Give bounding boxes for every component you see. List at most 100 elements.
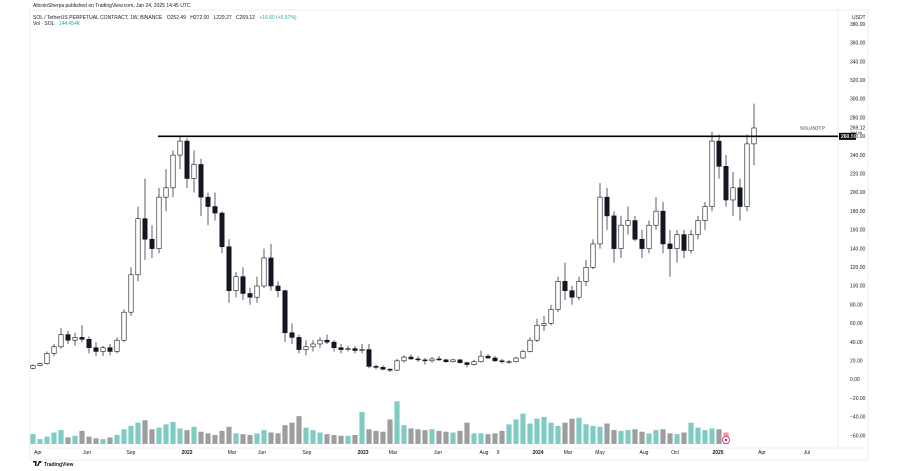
time-tick-label: 9: [497, 450, 500, 456]
price-tick-label: 220.00: [850, 172, 866, 178]
candle-body: [534, 324, 540, 341]
candle-body: [688, 234, 694, 251]
candles: [30, 103, 757, 373]
candle-body: [135, 218, 141, 276]
candle-body: [702, 206, 708, 221]
volume-bar: [373, 430, 379, 444]
time-tick-label: 2024: [532, 450, 543, 456]
volume-bar: [422, 430, 428, 444]
volume-bar: [352, 434, 358, 444]
candle-body: [527, 339, 533, 352]
candle-body: [646, 224, 652, 249]
candle-body: [247, 293, 253, 298]
symbol-title[interactable]: SOL / TetherUS PERPETUAL CONTRACT, 1W, B…: [33, 15, 163, 21]
candle-body: [226, 246, 232, 291]
candle-body: [198, 164, 204, 198]
candle-body: [499, 360, 505, 363]
volume-bar: [268, 432, 274, 444]
volume-bar: [170, 421, 176, 444]
candle-body: [345, 348, 351, 350]
candle-body: [254, 285, 260, 298]
volume-bar: [667, 433, 673, 444]
volume-bar: [121, 429, 127, 444]
price-tick-label: 120.00: [850, 265, 866, 271]
candle-body: [478, 355, 484, 363]
candle-body: [548, 309, 554, 324]
candle-body: [737, 187, 743, 207]
volume-header: Vol · SOL 144.454K: [33, 21, 83, 27]
time-tick-label: Jun: [83, 450, 91, 456]
candle-body: [324, 339, 330, 343]
volume-bar: [597, 426, 603, 444]
candle-body: [331, 341, 337, 349]
volume-bar: [660, 429, 666, 444]
candle-body: [268, 257, 274, 287]
candle-body: [65, 334, 71, 341]
candle-body: [44, 353, 50, 364]
candle-body: [359, 349, 365, 351]
last-price-label: 269.12: [850, 126, 866, 132]
candle-body: [611, 215, 617, 249]
volume-bar: [51, 432, 57, 444]
candle-body: [86, 338, 92, 349]
volume-bar: [429, 429, 435, 444]
candle-body: [128, 274, 134, 313]
candle-body: [310, 343, 316, 348]
volume-bar: [653, 430, 659, 444]
candle-body: [541, 323, 547, 326]
volume-bar: [58, 430, 64, 444]
candle-body: [233, 276, 239, 291]
time-tick-label: Mar: [389, 450, 398, 456]
volume-bar: [688, 422, 694, 444]
candle-body: [744, 143, 750, 207]
candle-body: [583, 266, 589, 282]
volume-bar: [338, 435, 344, 444]
volume-bar: [716, 429, 722, 444]
volume-bar: [457, 430, 463, 444]
volume-bar: [79, 430, 85, 444]
last-price-countdown: 3d 10h: [850, 130, 862, 135]
time-tick-label: Oct: [671, 450, 679, 456]
time-tick-label: 2023: [357, 450, 368, 456]
candle-body: [261, 257, 267, 287]
volume-bar: [303, 427, 309, 444]
candle-body: [492, 357, 498, 362]
volume-bar: [555, 425, 561, 444]
candle-body: [303, 346, 309, 350]
price-tick-label: 160.00: [850, 228, 866, 234]
volume-bar: [674, 434, 680, 444]
volume-label[interactable]: Vol · SOL: [33, 21, 55, 27]
time-tick-label: Mar: [228, 450, 237, 456]
candle-body: [156, 196, 162, 249]
candle-body: [317, 339, 323, 345]
volume-bar: [128, 425, 134, 444]
volume-bar: [520, 413, 526, 444]
price-tick-label: 80.00: [850, 302, 863, 308]
watermark-label: TradingView: [44, 462, 74, 468]
candle-body: [408, 356, 414, 360]
candle-body: [142, 218, 148, 240]
price-tick-label: 40.00: [850, 340, 863, 346]
volume-bar: [107, 437, 113, 444]
volume-bar: [436, 430, 442, 444]
candle-body: [107, 347, 113, 352]
volume-bar: [142, 420, 148, 444]
volume-bar: [492, 433, 498, 444]
candle-body: [709, 140, 715, 207]
volume-bar: [44, 436, 50, 444]
price-tick-label: 0.00: [850, 377, 860, 383]
time-tick-label: Apr: [758, 450, 766, 456]
candle-body: [191, 164, 197, 179]
price-tick-label: 180.00: [850, 209, 866, 215]
candle-body: [289, 332, 295, 338]
volume-bar: [471, 433, 477, 444]
time-axis[interactable]: Apr Jun Sep 2022 Mar Jun Sep 2023 Mar Jun Aug 9 2024…: [34, 450, 810, 456]
candle-body: [632, 220, 638, 240]
candle-body: [58, 334, 64, 348]
reset-chart-icon[interactable]: [722, 435, 731, 444]
volume-bar: [534, 418, 540, 444]
resistance-line-layer: 260.06: [158, 132, 857, 140]
volume-bar: [527, 423, 533, 444]
